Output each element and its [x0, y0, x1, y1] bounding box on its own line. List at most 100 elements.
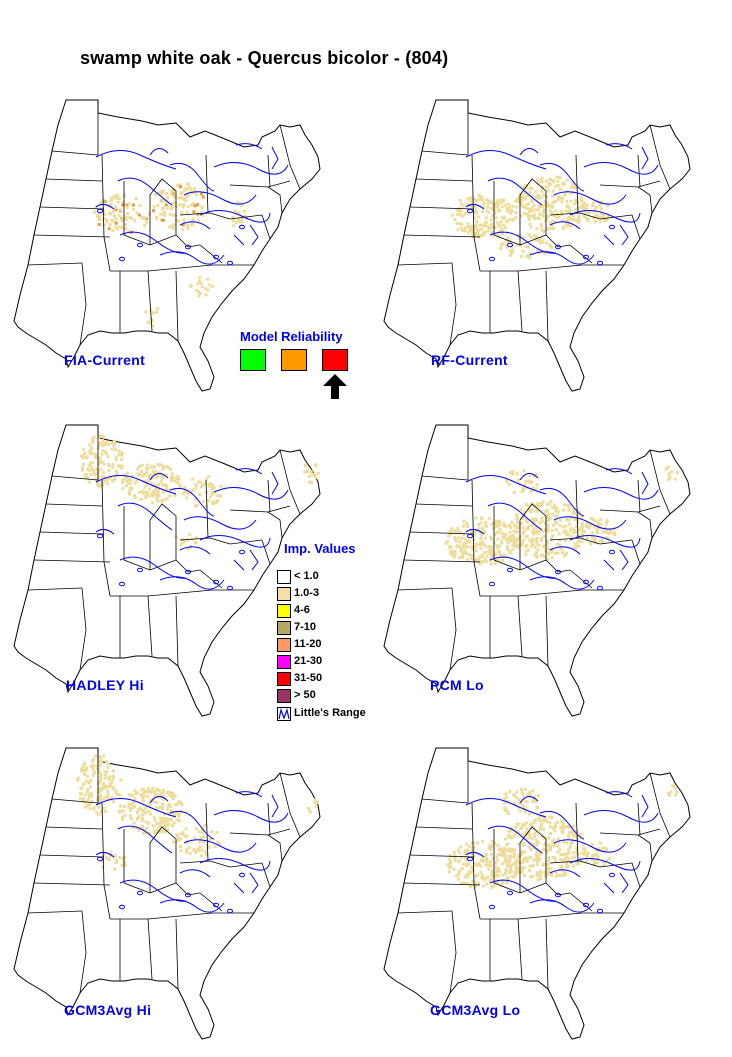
presence-cell	[529, 510, 533, 514]
presence-cell	[307, 806, 311, 810]
presence-cell	[498, 544, 502, 548]
presence-cell	[470, 530, 473, 534]
presence-cell	[196, 282, 200, 286]
littles-range-line	[605, 468, 633, 475]
presence-cell	[456, 848, 460, 852]
presence-cell	[191, 477, 195, 481]
state-boundary	[449, 304, 457, 346]
presence-cell	[177, 800, 181, 803]
presence-cell	[123, 861, 127, 865]
presence-cell	[549, 221, 552, 225]
presence-cell	[90, 466, 94, 470]
presence-cell	[235, 211, 239, 215]
littles-range-line	[641, 146, 649, 170]
presence-cell	[171, 226, 175, 230]
presence-cell	[461, 552, 465, 556]
presence-cell	[455, 529, 459, 533]
presence-cell	[190, 221, 194, 225]
presence-cell	[459, 213, 462, 217]
presence-cell	[490, 869, 494, 873]
presence-cell	[459, 209, 463, 213]
presence-cell	[541, 529, 545, 533]
presence-cell	[528, 186, 532, 190]
presence-cell	[143, 828, 147, 832]
presence-cell	[511, 248, 515, 252]
presence-cell	[161, 817, 165, 820]
presence-cell	[551, 227, 555, 231]
littles-range-line	[605, 791, 633, 798]
presence-cell	[504, 203, 508, 207]
presence-cell	[567, 224, 571, 228]
presence-cell	[141, 787, 145, 791]
presence-cell	[528, 480, 532, 484]
state-boundary	[599, 539, 633, 545]
state-boundary	[33, 882, 111, 886]
presence-cell	[514, 833, 518, 837]
presence-cell	[545, 542, 549, 546]
presence-cell	[146, 794, 150, 798]
presence-cell	[529, 225, 533, 229]
presence-cell	[473, 880, 476, 884]
presence-cell	[131, 207, 135, 211]
presence-cell	[104, 450, 107, 454]
state-boundary	[205, 802, 209, 862]
presence-cell	[168, 225, 172, 229]
presence-cell	[536, 856, 540, 860]
presence-cell	[528, 256, 532, 260]
presence-cell	[450, 527, 454, 531]
presence-cell	[80, 454, 83, 458]
presence-cell	[613, 533, 617, 537]
presence-cell	[178, 483, 182, 487]
presence-cell	[167, 466, 171, 469]
presence-cell	[97, 215, 101, 219]
state-boundary	[451, 587, 457, 631]
presence-cell	[197, 279, 201, 283]
presence-cell	[170, 472, 174, 476]
presence-cell	[536, 181, 540, 185]
presence-cell	[497, 550, 500, 554]
presence-cell	[465, 552, 469, 556]
presence-cell	[140, 825, 144, 829]
state-boundary	[149, 503, 177, 560]
presence-cell	[496, 205, 499, 209]
presence-cell	[568, 216, 571, 220]
presence-cell	[540, 516, 544, 520]
presence-cell	[76, 778, 80, 782]
state-boundary	[101, 479, 105, 563]
presence-cell	[579, 832, 583, 836]
state-boundary	[147, 912, 213, 920]
presence-cell	[525, 821, 529, 825]
presence-cell	[169, 809, 173, 813]
state-boundary	[397, 587, 453, 591]
state-boundary	[409, 854, 475, 858]
presence-cell	[556, 196, 560, 200]
presence-cell	[561, 219, 564, 223]
presence-cell	[314, 475, 318, 479]
presence-cell	[600, 200, 604, 204]
presence-cell	[513, 543, 517, 547]
presence-cell	[574, 207, 578, 211]
presence-cell	[198, 840, 202, 844]
presence-cell	[89, 448, 93, 452]
littles-range-line	[117, 825, 173, 854]
presence-cell	[159, 824, 162, 828]
presence-cell	[91, 759, 95, 763]
presence-cell	[601, 540, 605, 544]
presence-cell	[140, 474, 144, 478]
presence-cell	[590, 536, 594, 540]
presence-cell	[473, 534, 477, 537]
presence-cell	[523, 483, 527, 487]
presence-cell	[505, 479, 509, 483]
presence-cell	[169, 468, 173, 472]
presence-cell	[161, 788, 165, 792]
presence-cell	[87, 480, 91, 484]
presence-cell	[477, 863, 481, 867]
presence-cell	[484, 536, 488, 540]
presence-cell	[89, 779, 93, 783]
presence-cell	[485, 554, 489, 558]
presence-cell	[130, 474, 134, 478]
presence-cell	[540, 822, 544, 826]
presence-cell	[306, 470, 310, 473]
state-boundary	[123, 559, 177, 571]
presence-cell	[533, 834, 537, 838]
